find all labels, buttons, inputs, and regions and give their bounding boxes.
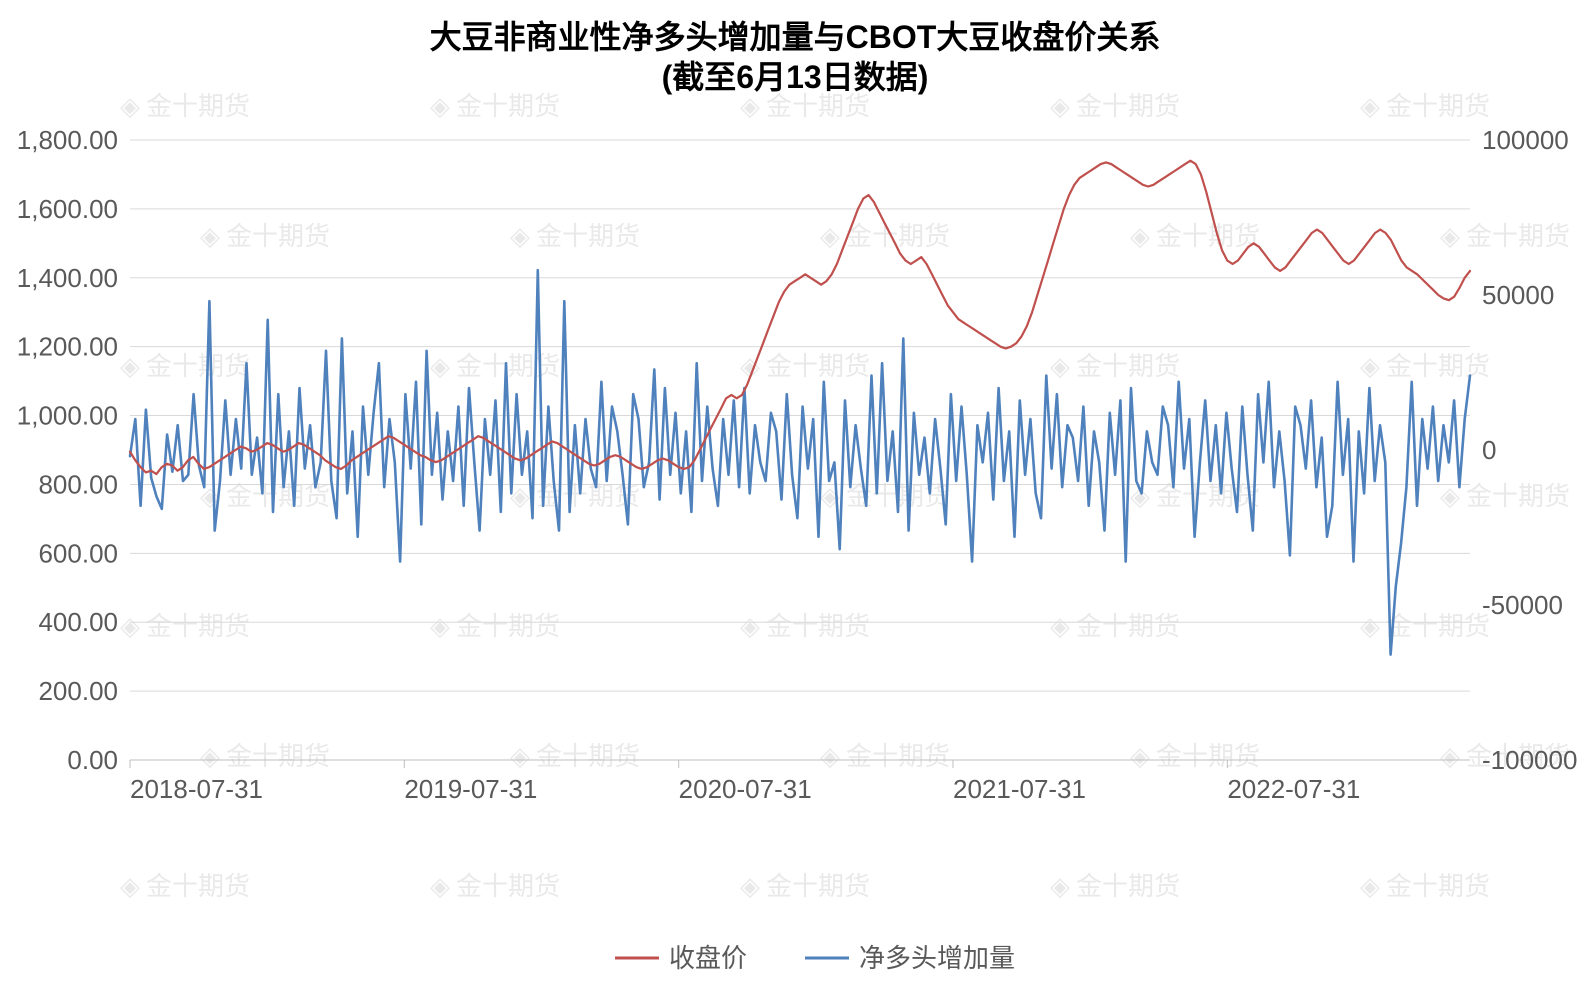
y-left-tick-label: 0.00 xyxy=(67,745,118,775)
series-netlong-line xyxy=(130,270,1470,654)
watermark-icon: ◈ xyxy=(1440,481,1460,511)
watermark-text: 金十期货 xyxy=(1386,611,1490,641)
chart-title-line2: (截至6月13日数据) xyxy=(662,59,929,95)
watermark-icon: ◈ xyxy=(740,611,760,641)
watermark-text: 金十期货 xyxy=(1386,351,1490,381)
watermark-text: 金十期货 xyxy=(766,91,870,121)
watermark-text: 金十期货 xyxy=(536,741,640,771)
watermark-text: 金十期货 xyxy=(1156,481,1260,511)
y-left-ticks: 0.00 200.00 400.00 600.00 800.00 1,000.00 1,20… xyxy=(17,125,118,775)
watermark-text: 金十期货 xyxy=(1386,91,1490,121)
watermark-text: 金十期货 xyxy=(1386,871,1490,901)
x-tick-label: 2022-07-31 xyxy=(1227,774,1360,804)
watermark-text: 金十期货 xyxy=(1466,481,1570,511)
watermark-icon: ◈ xyxy=(1050,871,1070,901)
watermark-icon: ◈ xyxy=(120,351,140,381)
x-tick-label: 2018-07-31 xyxy=(130,774,263,804)
watermark-icon: ◈ xyxy=(1440,741,1460,771)
x-tick-label: 2020-07-31 xyxy=(679,774,812,804)
watermark-icon: ◈ xyxy=(120,611,140,641)
y-right-tick-label: -100000 xyxy=(1482,745,1577,775)
legend: 收盘价 净多头增加量 xyxy=(615,943,1015,973)
y-left-tick-label: 1,400.00 xyxy=(17,263,118,293)
chart-title-line1: 大豆非商业性净多头增加量与CBOT大豆收盘价关系 xyxy=(430,19,1161,55)
watermark-text: 金十期货 xyxy=(766,871,870,901)
chart-svg: ◈金十期货◈金十期货◈金十期货◈金十期货◈金十期货◈金十期货◈金十期货◈金十期货… xyxy=(0,0,1590,996)
y-left-tick-label: 1,800.00 xyxy=(17,125,118,155)
watermark-icon: ◈ xyxy=(1360,351,1380,381)
legend-label-close: 收盘价 xyxy=(669,943,747,973)
watermark-icon: ◈ xyxy=(1050,611,1070,641)
chart-root: ◈金十期货◈金十期货◈金十期货◈金十期货◈金十期货◈金十期货◈金十期货◈金十期货… xyxy=(0,0,1590,996)
watermark-text: 金十期货 xyxy=(536,221,640,251)
watermark-icon: ◈ xyxy=(1130,741,1150,771)
watermark-text: 金十期货 xyxy=(1076,611,1180,641)
y-right-tick-label: 0 xyxy=(1482,435,1496,465)
watermark-text: 金十期货 xyxy=(226,221,330,251)
y-left-tick-label: 400.00 xyxy=(38,607,118,637)
watermark-text: 金十期货 xyxy=(766,611,870,641)
watermark-text: 金十期货 xyxy=(766,351,870,381)
watermark-text: 金十期货 xyxy=(456,351,560,381)
watermark-icon: ◈ xyxy=(430,871,450,901)
legend-label-netlong: 净多头增加量 xyxy=(859,943,1015,973)
watermark-icon: ◈ xyxy=(820,741,840,771)
watermark-text: 金十期货 xyxy=(456,91,560,121)
x-tick-label: 2019-07-31 xyxy=(404,774,537,804)
watermark-text: 金十期货 xyxy=(226,741,330,771)
watermark-text: 金十期货 xyxy=(846,221,950,251)
watermark-icon: ◈ xyxy=(430,351,450,381)
watermark-text: 金十期货 xyxy=(146,91,250,121)
watermark-text: 金十期货 xyxy=(1156,741,1260,771)
watermark-text: 金十期货 xyxy=(1156,221,1260,251)
watermark-icon: ◈ xyxy=(510,741,530,771)
watermark-icon: ◈ xyxy=(1130,481,1150,511)
watermark-text: 金十期货 xyxy=(846,741,950,771)
watermark-icon: ◈ xyxy=(1360,871,1380,901)
y-left-tick-label: 1,200.00 xyxy=(17,332,118,362)
watermark-icon: ◈ xyxy=(1360,611,1380,641)
y-left-tick-label: 200.00 xyxy=(38,676,118,706)
y-right-tick-label: 100000 xyxy=(1482,125,1569,155)
watermark-text: 金十期货 xyxy=(146,351,250,381)
watermark-icon: ◈ xyxy=(1130,221,1150,251)
watermark-icon: ◈ xyxy=(200,221,220,251)
watermark-icon: ◈ xyxy=(740,871,760,901)
watermark-icon: ◈ xyxy=(430,91,450,121)
watermark-text: 金十期货 xyxy=(456,611,560,641)
watermark-text: 金十期货 xyxy=(146,871,250,901)
y-right-tick-label: -50000 xyxy=(1482,590,1563,620)
watermark-icon: ◈ xyxy=(200,741,220,771)
watermark-text: 金十期货 xyxy=(456,871,560,901)
watermark-icon: ◈ xyxy=(430,611,450,641)
watermark-icon: ◈ xyxy=(1050,351,1070,381)
watermark-icon: ◈ xyxy=(820,221,840,251)
watermark-text: 金十期货 xyxy=(1076,351,1180,381)
series-close-line xyxy=(130,161,1470,474)
watermark-text: 金十期货 xyxy=(146,611,250,641)
watermark-icon: ◈ xyxy=(120,91,140,121)
watermark-icon: ◈ xyxy=(120,871,140,901)
y-left-tick-label: 600.00 xyxy=(38,538,118,568)
x-tick-label: 2021-07-31 xyxy=(953,774,1086,804)
y-left-tick-label: 800.00 xyxy=(38,469,118,499)
watermark-text: 金十期货 xyxy=(1466,221,1570,251)
watermark-icon: ◈ xyxy=(510,221,530,251)
watermark-icon: ◈ xyxy=(740,91,760,121)
y-left-tick-label: 1,600.00 xyxy=(17,194,118,224)
watermark-text: 金十期货 xyxy=(1076,91,1180,121)
watermark-icon: ◈ xyxy=(1050,91,1070,121)
y-right-tick-label: 50000 xyxy=(1482,280,1554,310)
y-left-tick-label: 1,000.00 xyxy=(17,401,118,431)
watermark-icon: ◈ xyxy=(1440,221,1460,251)
watermark-icon: ◈ xyxy=(1360,91,1380,121)
watermark-text: 金十期货 xyxy=(1076,871,1180,901)
